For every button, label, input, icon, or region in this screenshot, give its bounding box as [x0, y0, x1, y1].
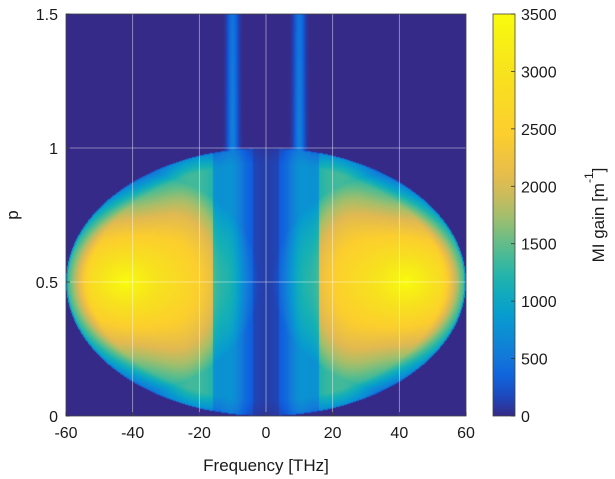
x-tick-label: 20: [324, 425, 342, 442]
x-tick-label: 40: [390, 425, 408, 442]
colorbar-gradient: [493, 14, 515, 416]
y-tick-label: 0.5: [36, 275, 58, 292]
colorbar-tick-label: 0: [521, 409, 530, 426]
x-axis-ticks: -60 -40 -20 0 20 40 60: [54, 412, 475, 442]
y-tick-label: 0: [49, 409, 58, 426]
colorbar-tick-label: 2000: [521, 179, 557, 196]
colorbar-tick-label: 500: [521, 352, 548, 369]
colorbar-ticks: 0 500 1000 1500 2000 2500 3000 3500: [511, 7, 557, 426]
x-tick-label: 60: [457, 425, 475, 442]
colorbar-frame: [492, 13, 516, 417]
y-axis-label: p: [3, 210, 22, 219]
y-tick-label: 1.5: [36, 7, 58, 24]
colorbar-label-main: MI gain [m: [589, 183, 608, 262]
x-tick-label: -20: [188, 425, 211, 442]
colorbar-tick-label: 3000: [521, 64, 557, 81]
colorbar-tick-label: 1500: [521, 237, 557, 254]
x-tick-label: 0: [262, 425, 271, 442]
colorbar-tick-label: 2500: [521, 122, 557, 139]
y-axis-ticks: 0 0.5 1 1.5: [36, 7, 70, 426]
colorbar-label: MI gain [m-1]: [582, 168, 608, 263]
grid-lines: [66, 14, 466, 416]
colorbar-tick-label: 1000: [521, 294, 557, 311]
x-axis-label: Frequency [THz]: [203, 456, 329, 475]
colorbar: 0 500 1000 1500 2000 2500 3000 3500 MI gain [m-…: [492, 7, 608, 426]
x-tick-label: -60: [54, 425, 77, 442]
colorbar-tick-label: 3500: [521, 7, 557, 24]
y-tick-label: 1: [49, 141, 58, 158]
x-tick-label: -40: [121, 425, 144, 442]
colorbar-label-bracket: ]: [589, 168, 608, 173]
heatmap-panel: -60 -40 -20 0 20 40 60 0 0.5 1 1.5 Frequency [THz…: [3, 7, 475, 475]
colorbar-label-exponent: -1: [582, 172, 596, 183]
